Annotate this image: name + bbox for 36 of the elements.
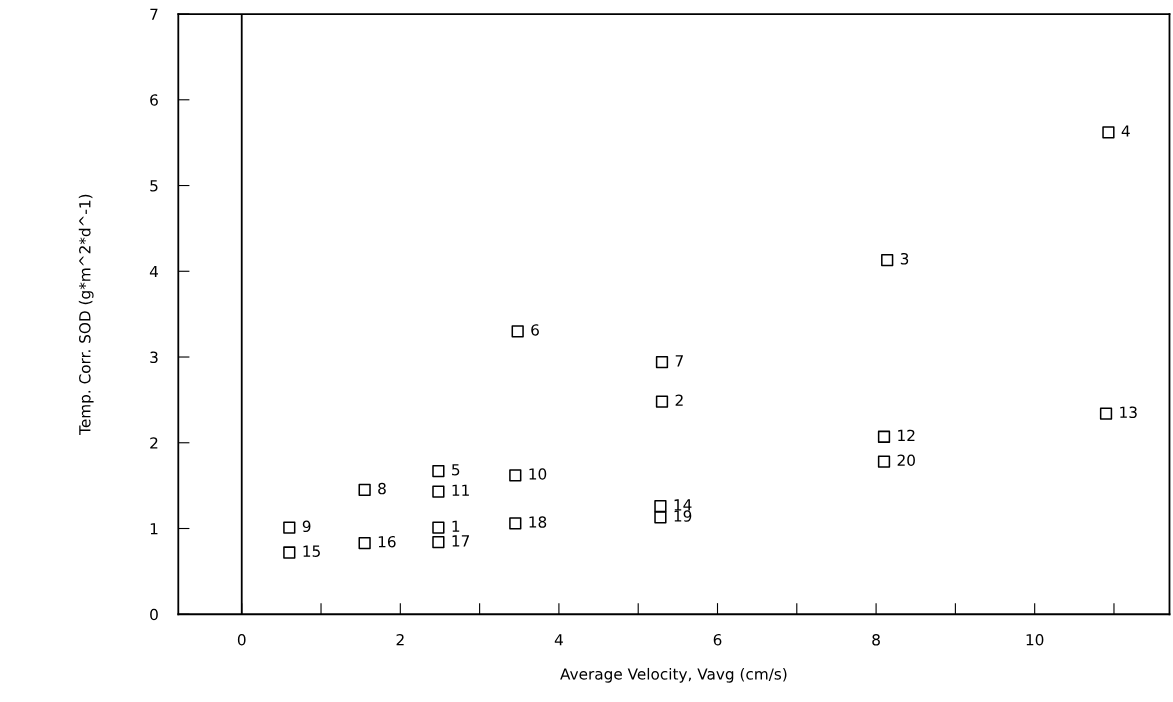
annotation: 1 [452,520,460,532]
y-tick-label: 1 [150,523,158,535]
annotation: 7 [675,355,683,367]
x-tick-label: 6 [713,633,722,646]
annotation: 5 [452,464,460,476]
annotation: 9 [302,520,311,533]
y-tick-label: 0 [150,608,158,621]
y-tick-label: 5 [150,180,158,192]
y-tick-label: 2 [150,437,158,449]
x-tick-label: 8 [872,633,880,646]
y-axis-title: Temp. Corr. SOD (g*m^2*d^-1) [78,194,94,435]
annotation: 20 [897,454,915,467]
annotation: 13 [1120,406,1137,419]
x-axis-title: Average Velocity, Vavg (cm/s) [560,667,787,683]
annotation: 14 [674,499,692,511]
annotation: 4 [1121,125,1130,137]
annotation: 2 [675,394,683,406]
x-tick-label: 4 [554,634,563,646]
y-tick-label: 3 [150,351,158,364]
annotation: 16 [378,535,396,548]
annotation: 17 [452,535,470,547]
annotation: 12 [898,429,915,441]
annotation: 18 [529,516,547,528]
x-tick-label: 2 [396,633,404,646]
x-tick-label: 10 [1026,633,1044,646]
annotation: 8 [378,482,386,495]
x-tick-label: 0 [237,633,246,646]
annotation: 10 [529,468,547,480]
annotation: 19 [674,510,692,522]
annotation: 6 [531,324,539,336]
y-tick-label: 6 [150,94,158,106]
annotation: 15 [303,545,320,557]
y-tick-label: 4 [149,265,158,278]
annotation: 3 [900,253,909,265]
annotation: 11 [452,484,469,496]
y-tick-label: 7 [150,8,158,20]
